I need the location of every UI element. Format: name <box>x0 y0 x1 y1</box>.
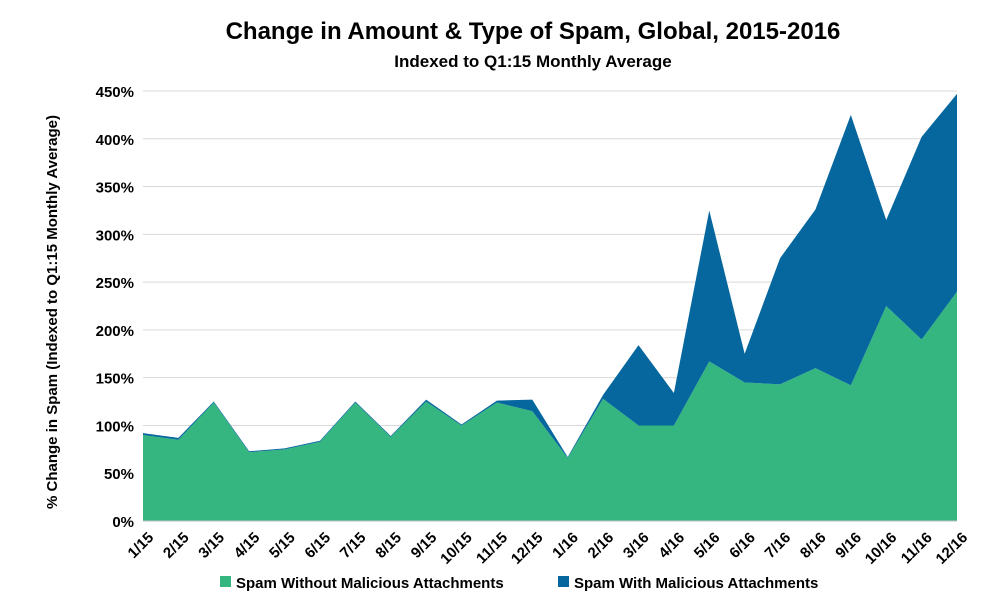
x-tick-labels: 1/15 2/15 3/15 4/15 5/15 6/15 7/15 8/15 9/1510/1… <box>125 529 972 568</box>
x-tick-label: 1/15 <box>125 529 158 562</box>
x-tick-label: 5/15 <box>266 529 299 562</box>
x-tick-label: 2/16 <box>585 529 618 562</box>
x-tick-label: 4/16 <box>655 529 688 562</box>
x-tick-label: 7/16 <box>762 529 795 562</box>
legend-swatch-spam-with-malicious-attachments <box>558 576 569 587</box>
legend-label-spam-without-malicious-attachments: Spam Without Malicious Attachments <box>236 575 504 592</box>
y-tick-label: 300% <box>96 227 134 244</box>
x-tick-label: 3/15 <box>195 529 228 562</box>
x-tick-label: 10/16 <box>862 529 901 568</box>
area-spam-with-malicious-attachments <box>143 93 957 458</box>
x-tick-label: 10/15 <box>437 529 476 568</box>
y-tick-label: 0% <box>112 514 134 531</box>
x-tick-label: 6/16 <box>726 529 759 562</box>
legend: Spam Without Malicious Attachments Spam W… <box>220 575 818 592</box>
y-tick-label: 400% <box>96 132 134 149</box>
chart-subtitle: Indexed to Q1:15 Monthly Average <box>394 52 672 71</box>
x-tick-label: 3/16 <box>620 529 653 562</box>
y-tick-label: 50% <box>104 466 134 483</box>
x-tick-label: 9/15 <box>408 529 441 562</box>
y-tick-label: 250% <box>96 275 134 292</box>
x-tick-label: 12/15 <box>508 529 547 568</box>
x-tick-label: 11/15 <box>473 529 511 567</box>
y-tick-label: 450% <box>96 84 134 101</box>
x-tick-label: 8/15 <box>372 529 405 562</box>
x-tick-label: 8/16 <box>797 529 830 562</box>
x-tick-label: 9/16 <box>832 529 865 562</box>
area-spam-without-malicious-attachments <box>143 291 957 521</box>
chart-title: Change in Amount & Type of Spam, Global,… <box>225 18 841 45</box>
y-tick-label: 100% <box>96 418 134 435</box>
series-areas <box>143 93 957 521</box>
x-tick-label: 11/16 <box>898 529 936 567</box>
y-tick-label: 200% <box>96 323 134 340</box>
x-tick-label: 2/15 <box>160 529 193 562</box>
y-tick-label: 150% <box>96 371 134 388</box>
x-tick-label: 5/16 <box>691 529 724 562</box>
x-tick-label: 12/16 <box>933 529 972 568</box>
y-axis-label: % Change in Spam (Indexed to Q1:15 Month… <box>44 115 61 509</box>
x-tick-label: 6/15 <box>301 529 334 562</box>
y-tick-label: 350% <box>96 180 134 197</box>
x-tick-label: 4/15 <box>231 529 264 562</box>
x-tick-label: 1/16 <box>549 529 582 562</box>
legend-label-spam-with-malicious-attachments: Spam With Malicious Attachments <box>574 575 818 592</box>
x-tick-label: 7/15 <box>337 529 370 562</box>
y-tick-labels: 0% 50% 100% 150% 200% 250% 300% 350% 400% 450% <box>96 84 134 531</box>
legend-swatch-spam-without-malicious-attachments <box>220 576 231 587</box>
